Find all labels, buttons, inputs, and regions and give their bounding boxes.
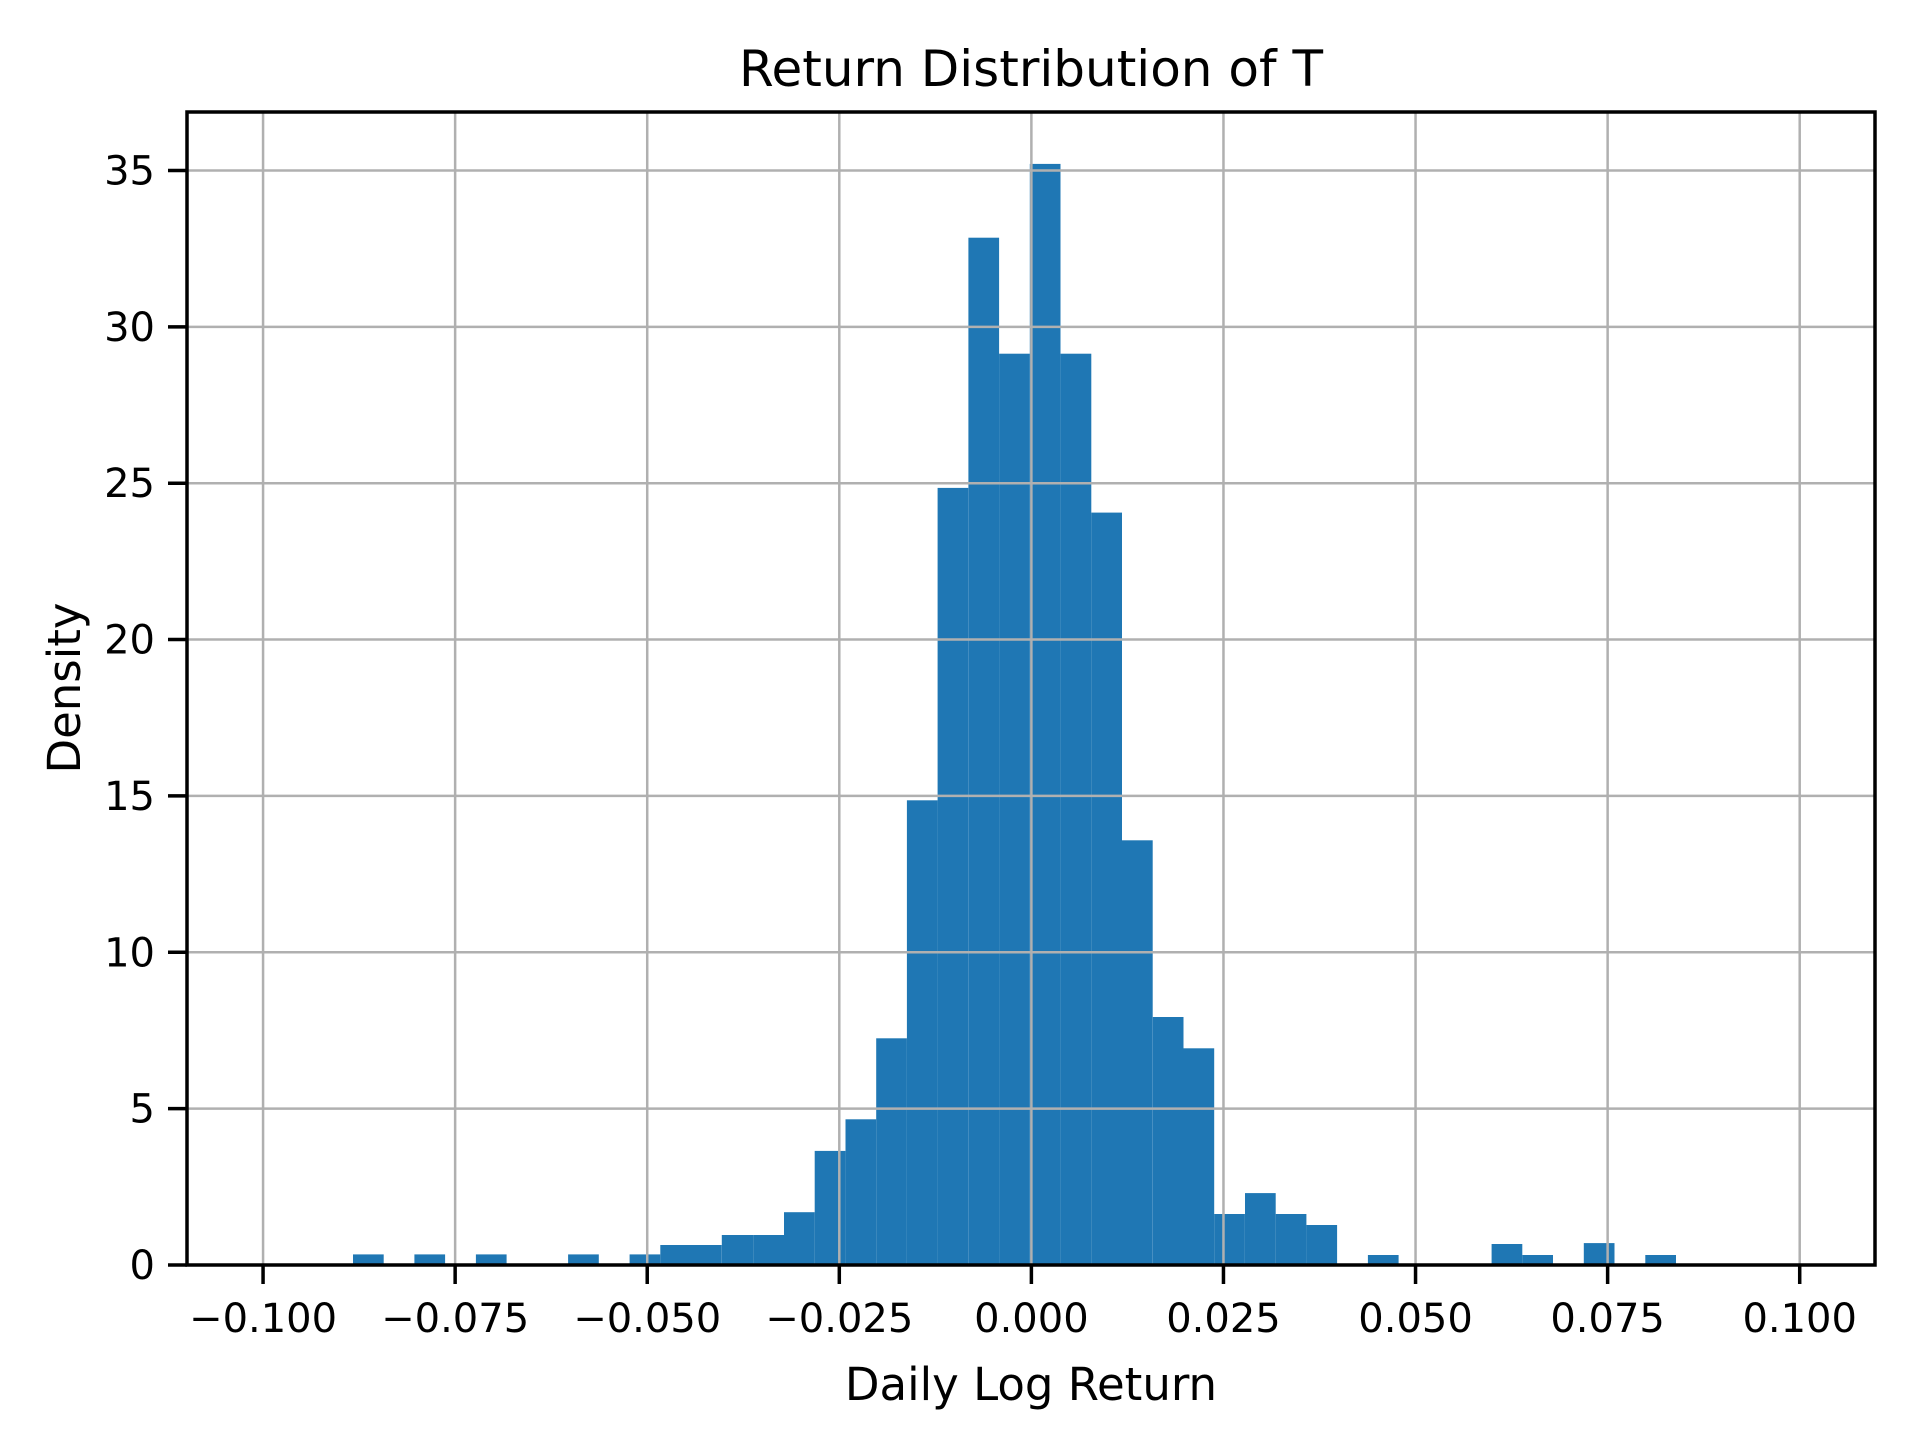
histogram-bar [1275, 1214, 1307, 1265]
histogram-bar [414, 1254, 446, 1265]
histogram-bar [1183, 1048, 1215, 1265]
y-tick-label: 0 [130, 1243, 155, 1289]
histogram-bar [906, 800, 938, 1265]
histogram-bar [1091, 512, 1122, 1265]
histogram-bar [1522, 1255, 1553, 1265]
histogram-bar [691, 1245, 722, 1265]
tick-labels-group: −0.100 −0.075 −0.050 −0.025 0.000 0.025 0.050 0… [104, 148, 1857, 1342]
histogram-bar [568, 1254, 599, 1265]
x-tick-label: −0.100 [189, 1296, 337, 1342]
x-tick-label: −0.075 [381, 1296, 529, 1342]
y-tick-label: 10 [104, 930, 155, 976]
histogram-bar [475, 1254, 507, 1265]
x-tick-label: 0.100 [1742, 1296, 1857, 1342]
histogram-bar [660, 1245, 691, 1265]
histogram-bar [845, 1119, 877, 1265]
x-tick-label: 0.025 [1166, 1296, 1281, 1342]
y-tick-label: 25 [104, 461, 155, 507]
histogram-bar [1214, 1214, 1245, 1265]
y-tick-label: 15 [104, 774, 155, 820]
histogram-bar [753, 1235, 784, 1265]
histogram-bar [721, 1235, 754, 1265]
x-tick-label: 0.000 [974, 1296, 1089, 1342]
histogram-bar [1645, 1255, 1676, 1265]
y-tick-label: 30 [104, 305, 155, 351]
histogram-bar [968, 237, 1000, 1266]
ticks-group [168, 168, 1802, 1284]
histogram-bar [629, 1254, 661, 1265]
y-tick-label: 20 [104, 618, 155, 664]
histogram-bar [1152, 1017, 1184, 1265]
histogram-bar [1491, 1244, 1523, 1265]
histogram-bar [1306, 1225, 1338, 1265]
x-tick-label: 0.050 [1358, 1296, 1473, 1342]
histogram-bar [999, 353, 1030, 1265]
histogram-bar [1367, 1255, 1399, 1265]
y-axis-label: Density [38, 602, 91, 773]
x-axis-label: Daily Log Return [845, 1358, 1217, 1411]
chart-title: Return Distribution of T [739, 40, 1323, 98]
histogram-bar [1060, 353, 1092, 1265]
histogram-bar [876, 1038, 907, 1265]
y-tick-label: 5 [130, 1087, 155, 1133]
x-tick-label: −0.025 [765, 1296, 913, 1342]
y-tick-label: 35 [104, 148, 155, 194]
histogram-bar [1245, 1193, 1276, 1265]
histogram-bar [1029, 163, 1061, 1265]
histogram-bar [937, 487, 969, 1265]
histogram-bar [784, 1212, 815, 1265]
grid-group [187, 112, 1875, 1267]
histogram-bar [353, 1254, 384, 1265]
x-tick-label: −0.050 [573, 1296, 721, 1342]
histogram-bar [1583, 1243, 1615, 1265]
bars-group [353, 163, 1676, 1266]
x-tick-label: 0.075 [1550, 1296, 1665, 1342]
histogram-bar [814, 1150, 846, 1265]
histogram-bar [1122, 840, 1153, 1265]
